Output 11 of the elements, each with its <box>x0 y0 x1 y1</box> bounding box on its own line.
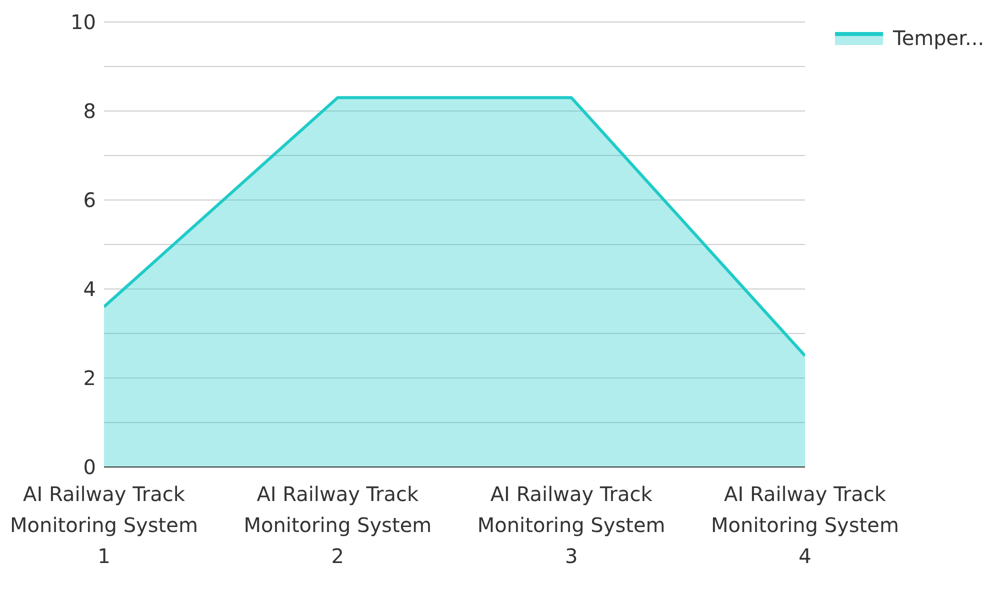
x-tick-label: AI Railway Track Monitoring System 1 <box>10 482 198 568</box>
legend-label: Temper... <box>893 26 984 50</box>
y-tick-label: 10 <box>70 10 96 34</box>
x-tick-label: AI Railway Track Monitoring System 3 <box>477 482 666 568</box>
y-tick-label: 8 <box>83 99 96 124</box>
y-tick-label: 0 <box>83 455 96 480</box>
y-tick-label: 6 <box>83 188 96 212</box>
y-tick-label: 2 <box>83 366 96 390</box>
y-tick-label: 4 <box>83 277 96 302</box>
x-tick-label: AI Railway Track Monitoring System 2 <box>244 482 432 568</box>
x-tick-label: AI Railway Track Monitoring System 4 <box>711 482 899 568</box>
